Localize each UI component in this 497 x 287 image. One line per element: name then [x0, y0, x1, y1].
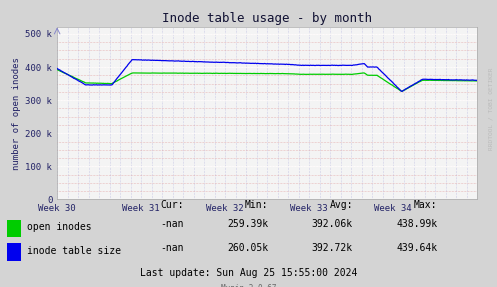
Bar: [7, 220, 21, 237]
Title: Inode table usage - by month: Inode table usage - by month: [162, 12, 372, 25]
Bar: [7, 243, 21, 261]
Text: 439.64k: 439.64k: [396, 243, 437, 253]
Text: 392.72k: 392.72k: [312, 243, 353, 253]
Text: inode table size: inode table size: [27, 246, 121, 256]
Y-axis label: number of open inodes: number of open inodes: [12, 57, 21, 170]
Text: Min:: Min:: [245, 200, 268, 210]
Text: 438.99k: 438.99k: [396, 220, 437, 230]
Text: Avg:: Avg:: [330, 200, 353, 210]
Text: 259.39k: 259.39k: [227, 220, 268, 230]
Text: open inodes: open inodes: [27, 222, 92, 232]
Text: Max:: Max:: [414, 200, 437, 210]
Text: -nan: -nan: [161, 243, 184, 253]
Text: Munin 2.0.67: Munin 2.0.67: [221, 284, 276, 287]
Text: Last update: Sun Aug 25 15:55:00 2024: Last update: Sun Aug 25 15:55:00 2024: [140, 269, 357, 278]
Text: -nan: -nan: [161, 220, 184, 230]
Text: Cur:: Cur:: [161, 200, 184, 210]
Text: 260.05k: 260.05k: [227, 243, 268, 253]
Text: RRDTOOL / TOBI OETIKER: RRDTOOL / TOBI OETIKER: [489, 68, 494, 150]
Text: 392.06k: 392.06k: [312, 220, 353, 230]
